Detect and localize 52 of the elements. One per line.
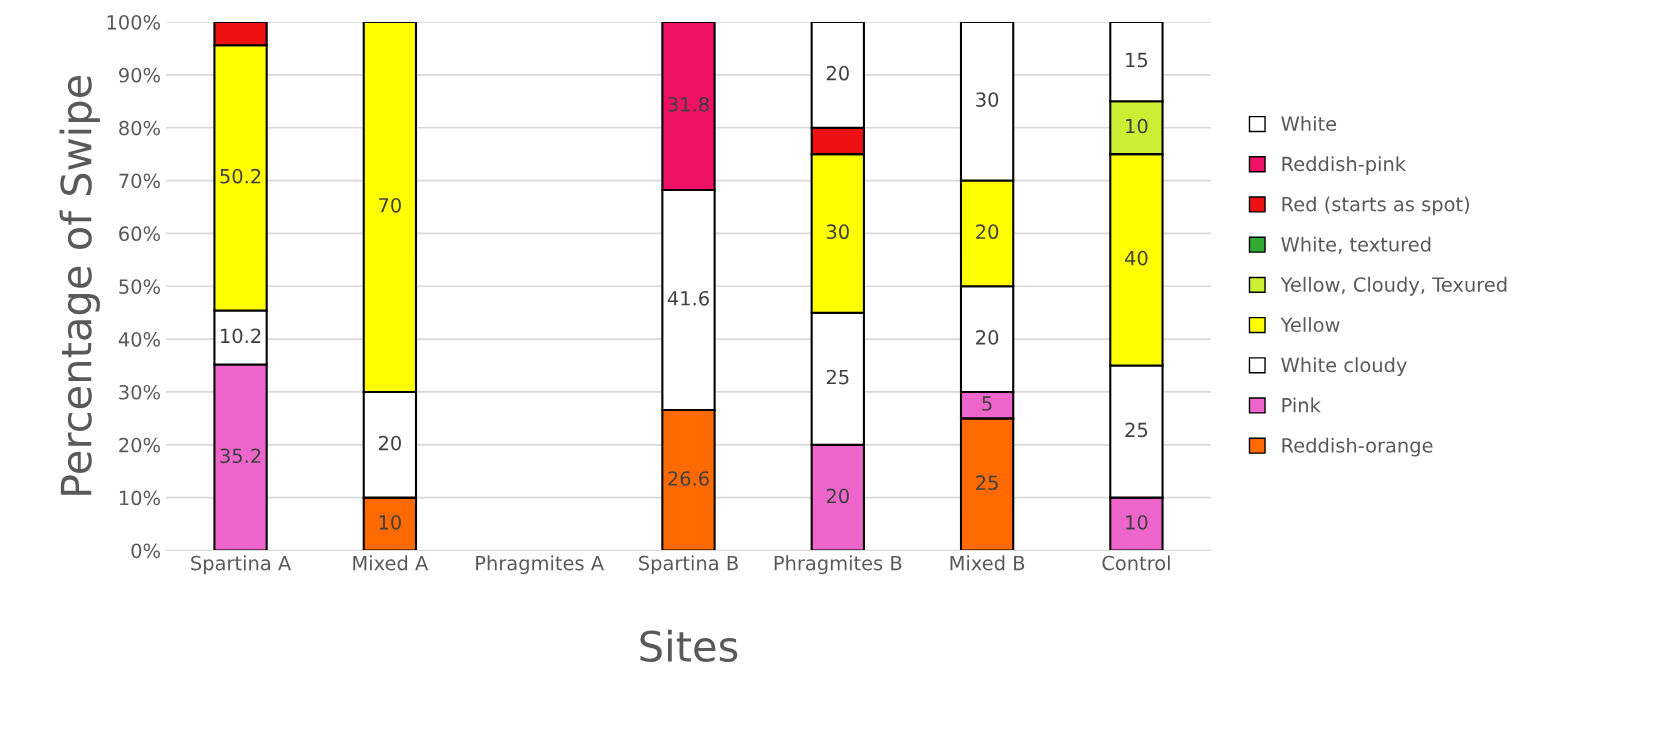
legend-label: Pink — [1282, 397, 1321, 413]
data-label: 25 — [1125, 422, 1148, 438]
data-label: 20 — [826, 488, 849, 504]
y-tick-label: 70% — [119, 173, 160, 189]
data-label: 31.8 — [668, 96, 709, 112]
data-label: 30 — [976, 92, 999, 107]
data-label: 20 — [378, 435, 401, 451]
y-tick-label: 40% — [118, 332, 160, 347]
legend-label: Yellow — [1280, 317, 1340, 333]
data-label: 25 — [976, 475, 998, 491]
y-tick-label: 10% — [119, 490, 160, 506]
y-tick-label: 20% — [119, 437, 160, 453]
data-label: 10 — [1126, 515, 1148, 530]
y-tick-label: 60% — [119, 226, 160, 242]
legend-label: Yellow, Cloudy, Texured — [1280, 276, 1507, 296]
x-tick-label: Spartina B — [639, 555, 738, 575]
legend-label: Reddish-pink — [1282, 156, 1407, 176]
data-label: 26.6 — [668, 471, 709, 486]
x-tick-label: Phragmites B — [774, 555, 902, 575]
data-label: 30 — [826, 224, 849, 240]
data-label: 15 — [1126, 52, 1148, 68]
x-tick-label: Control — [1102, 555, 1170, 571]
data-label: 10.2 — [221, 328, 261, 344]
x-axis-title: Sites — [640, 629, 738, 662]
data-label: 41.6 — [667, 290, 709, 306]
data-label: 25 — [826, 369, 849, 385]
x-tick-label: Spartina A — [191, 555, 292, 575]
data-label: 10 — [379, 515, 401, 530]
data-label: 20 — [826, 65, 849, 81]
data-label: 50.2 — [220, 168, 261, 184]
data-label: 40 — [1124, 250, 1148, 266]
data-label: 70 — [379, 197, 401, 213]
y-tick-label: 50% — [119, 279, 160, 294]
y-tick-label: 80% — [119, 120, 160, 136]
data-label: 35.2 — [220, 448, 261, 464]
y-axis-title: Percentage of Swipe — [59, 75, 100, 495]
y-tick-label: 100% — [107, 14, 160, 30]
data-label: 10 — [1126, 118, 1148, 134]
data-label: 20 — [976, 330, 999, 345]
legend-label: Reddish-orange — [1282, 437, 1433, 457]
legend-label: White cloudy — [1281, 357, 1407, 377]
data-label: 5 — [982, 396, 992, 411]
legend-label: White, textured — [1281, 236, 1431, 254]
x-tick-label: Mixed A — [353, 555, 429, 571]
legend-label: White — [1281, 116, 1337, 132]
legend-label: Red (starts as spot) — [1282, 196, 1470, 216]
y-tick-label: 90% — [119, 67, 160, 83]
y-tick-label: 0% — [131, 543, 160, 559]
x-tick-label: Phragmites A — [476, 555, 604, 575]
data-label: 20 — [976, 224, 999, 240]
y-tick-label: 30% — [119, 384, 160, 400]
x-tick-label: Mixed B — [950, 555, 1025, 571]
